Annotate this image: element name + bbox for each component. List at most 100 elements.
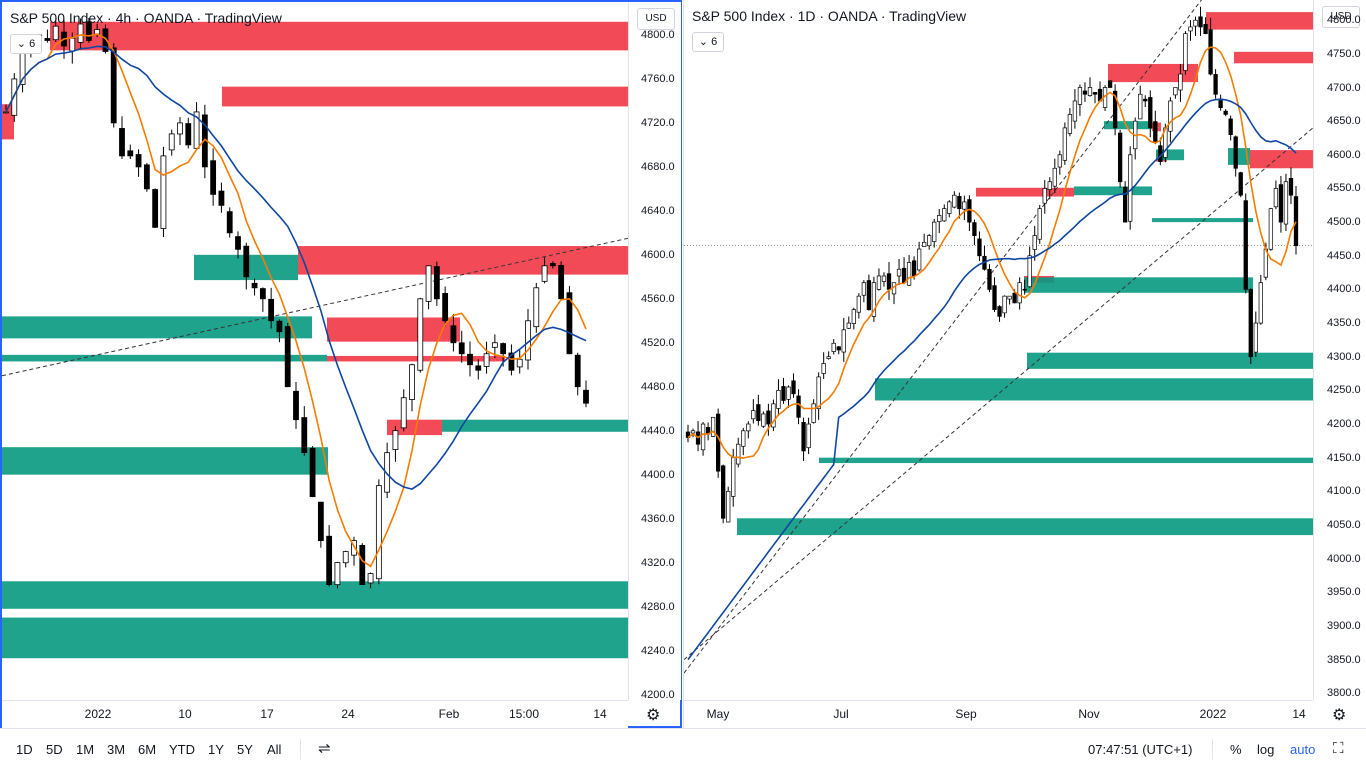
- candle-body: [1148, 97, 1153, 129]
- chart-pane-4h[interactable]: S&P 500 Index · 4h · OANDA · TradingView…: [0, 0, 682, 729]
- candle-body: [1243, 200, 1248, 290]
- price-tick-label: 4050.0: [1327, 519, 1361, 531]
- time-axis[interactable]: 2022 10 17 24 Feb 15:00 14: [2, 700, 628, 729]
- plot-area-1d[interactable]: [684, 0, 1313, 700]
- supply-zone: [1206, 12, 1313, 30]
- demand-zone: [2, 581, 628, 609]
- demand-zone: [1074, 186, 1152, 196]
- timeframe-all[interactable]: All: [267, 742, 282, 757]
- price-tick-label: 4600.0: [1327, 148, 1361, 161]
- timeframe-5y[interactable]: 5Y: [237, 742, 253, 757]
- time-axis[interactable]: May Jul Sep Nov 2022 14: [684, 700, 1313, 729]
- price-tick-label: 4240.0: [641, 644, 675, 657]
- chart-1d[interactable]: [684, 0, 1313, 700]
- log-toggle[interactable]: log: [1257, 742, 1275, 757]
- supply-zone: [1250, 150, 1313, 169]
- date-tick-label: 17: [260, 707, 274, 721]
- fullscreen-icon[interactable]: ⛶: [1333, 740, 1344, 757]
- candle-body: [1123, 186, 1128, 223]
- percent-toggle[interactable]: %: [1230, 742, 1242, 757]
- candle-body: [152, 189, 159, 228]
- candle-body: [806, 423, 811, 449]
- demand-zone: [819, 457, 1313, 464]
- supply-zone: [222, 86, 628, 107]
- clock-time[interactable]: 07:47:51 (UTC+1): [1088, 742, 1193, 757]
- supply-zone: [327, 355, 505, 362]
- candle-body: [516, 358, 523, 368]
- price-scale[interactable]: USD 4800.0 4760.0 4720.0 4680.0 4640.0 4600.0…: [628, 2, 681, 701]
- candle-body: [1077, 87, 1083, 105]
- candle-body: [177, 122, 183, 135]
- date-tick-label: 2022: [84, 707, 112, 721]
- timeframe-1m[interactable]: 1M: [76, 742, 95, 757]
- candle-body: [816, 376, 821, 410]
- candle-body: [110, 47, 117, 124]
- candle-body: [351, 540, 357, 556]
- candle-body: [1203, 24, 1208, 35]
- price-tick-label: 4500.0: [1327, 216, 1361, 229]
- price-tick-label: 4650.0: [1327, 115, 1361, 128]
- supply-zone: [298, 246, 628, 275]
- candle-body: [781, 386, 786, 401]
- price-tick-label: 4800.0: [1327, 14, 1361, 27]
- candle-body: [886, 273, 892, 290]
- candle-body: [741, 430, 746, 447]
- price-tick-label: 4600.0: [641, 248, 675, 261]
- candle-body: [821, 363, 826, 374]
- candle-body: [1248, 288, 1253, 358]
- indicators-collapse-button[interactable]: ⌄ 6: [692, 32, 724, 52]
- date-tick-label: 14: [593, 707, 607, 721]
- price-tick-label: 3950.0: [1327, 586, 1361, 599]
- price-tick-label: 4400.0: [1327, 283, 1361, 296]
- candle-body: [881, 275, 887, 282]
- currency-selector[interactable]: USD: [637, 8, 675, 30]
- candle-body: [3, 111, 9, 114]
- candle-body: [1027, 255, 1032, 288]
- demand-zone: [875, 378, 1313, 401]
- candle-body: [425, 265, 432, 302]
- candle-body: [1138, 93, 1143, 120]
- candle-body: [409, 364, 415, 400]
- candle-body: [458, 342, 465, 355]
- chart-4h[interactable]: [2, 2, 628, 700]
- candle-body: [52, 25, 59, 41]
- candle-body: [1037, 208, 1042, 240]
- candle-body: [1178, 73, 1183, 91]
- date-tick-label: 2022: [1199, 707, 1227, 721]
- candle-body: [1143, 98, 1148, 102]
- candle-body: [1173, 87, 1178, 96]
- auto-toggle[interactable]: auto: [1290, 742, 1316, 757]
- chevron-down-icon: ⌄: [16, 38, 27, 50]
- candle-body: [972, 222, 977, 236]
- plot-area-4h[interactable]: [2, 2, 628, 700]
- candle-body: [957, 196, 962, 210]
- currency-selector[interactable]: USD: [1322, 6, 1360, 28]
- candle-body: [1193, 19, 1198, 27]
- indicators-collapse-button[interactable]: ⌄ 6: [10, 34, 42, 54]
- candle-body: [309, 447, 316, 498]
- price-tick-label: 4360.0: [641, 512, 675, 525]
- gear-icon[interactable]: ⚙: [1332, 707, 1347, 724]
- candle-body: [210, 160, 217, 195]
- candle-body: [871, 282, 877, 317]
- chart-pane-1d[interactable]: S&P 500 Index · 1D · OANDA · TradingView…: [683, 0, 1366, 729]
- timeframe-6m[interactable]: 6M: [138, 742, 157, 757]
- date-tick-label: 15:00: [508, 707, 540, 721]
- moving-average-slow: [5, 45, 587, 490]
- candle-body: [1092, 92, 1098, 95]
- date-range-icon[interactable]: ⇌: [318, 740, 331, 757]
- timeframe-3m[interactable]: 3M: [107, 742, 126, 757]
- price-tick-label: 4560.0: [641, 292, 675, 305]
- timeframe-ytd[interactable]: YTD: [169, 742, 195, 757]
- supply-zone: [1234, 51, 1313, 64]
- candle-body: [500, 343, 507, 355]
- candle-body: [1238, 172, 1243, 196]
- timeframe-5d[interactable]: 5D: [46, 742, 63, 757]
- price-scale[interactable]: USD 4800.0 4750.0 4700.0 4650.0 4600.0 4550.0…: [1313, 0, 1366, 700]
- gear-icon[interactable]: ⚙: [646, 707, 661, 724]
- price-tick-label: 4720.0: [641, 116, 675, 129]
- timeframe-1d[interactable]: 1D: [16, 742, 33, 757]
- price-tick-label: 4200.0: [1327, 418, 1361, 431]
- candle-body: [801, 422, 806, 452]
- timeframe-1y[interactable]: 1Y: [208, 742, 224, 757]
